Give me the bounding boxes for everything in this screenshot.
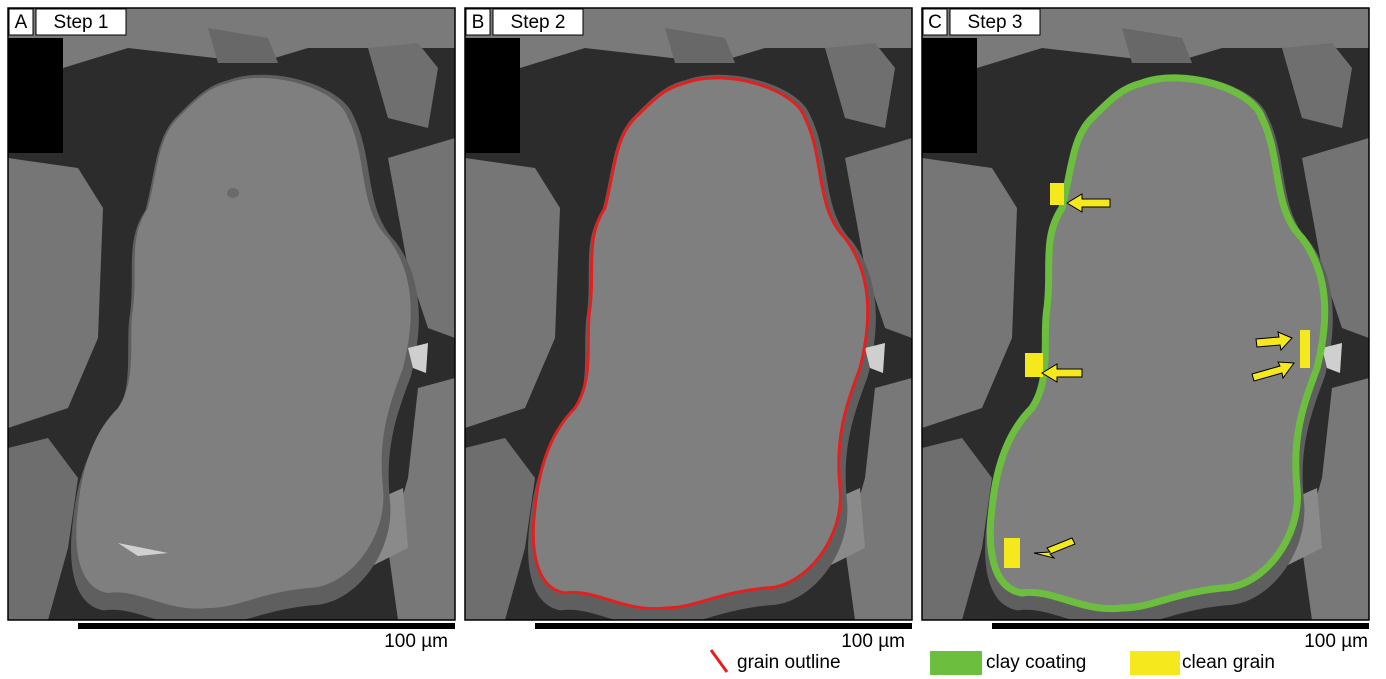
panel-letter: B — [472, 12, 485, 33]
legend-swatch — [711, 650, 727, 672]
scale-label: 100 µm — [841, 631, 905, 652]
panel-a: A Step 1 100 µm — [8, 8, 455, 652]
panel-title: Step 3 — [968, 12, 1023, 33]
legend-swatch — [930, 651, 982, 675]
panel-title: Step 1 — [54, 12, 109, 33]
panel-letter: C — [928, 12, 942, 33]
panel-b: B Step 2 100 µm grain outline — [465, 8, 912, 673]
panel-title: Step 2 — [511, 12, 566, 33]
legend-swatch — [1130, 651, 1180, 675]
figure: A Step 1 100 µm B Step 2 100 µm grain ou… — [0, 0, 1386, 679]
legend-label: clay coating — [986, 652, 1086, 673]
panel-letter: A — [15, 12, 28, 33]
legend-label: clean grain — [1182, 652, 1275, 673]
legend-label: grain outline — [737, 652, 841, 673]
panel-c: C Step 3 100 µm clay coating clean grain — [922, 8, 1369, 675]
scale-label: 100 µm — [1304, 631, 1368, 652]
scale-label: 100 µm — [384, 631, 448, 652]
